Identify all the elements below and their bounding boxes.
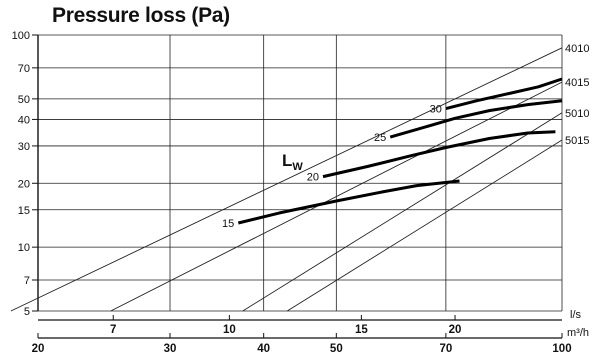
sound-curve-label-15: 15: [222, 218, 234, 230]
sound-curve-label-30: 30: [430, 104, 442, 116]
y-tick-label: 10: [18, 242, 30, 254]
x-tick-label-m3h: 40: [257, 343, 270, 355]
sound-curve-30: [445, 77, 563, 111]
y-axis-ticks: 5 7 10 15 20 30 40 50 70 100: [12, 30, 38, 318]
y-tick-label: 15: [18, 205, 30, 217]
series-label-4015: 4015: [565, 77, 589, 89]
y-tick-label: 70: [18, 63, 30, 75]
sound-curve-25: [389, 99, 563, 139]
series-line-5015: [286, 139, 563, 312]
x-axis-m3h-unit: m³/h: [567, 327, 589, 339]
sound-curve-label-25: 25: [374, 132, 386, 144]
x-tick-label-ls: 10: [223, 324, 236, 336]
y-tick-label: 50: [18, 94, 30, 106]
sound-curve-label-20: 20: [307, 172, 319, 184]
sound-curve-20: [322, 130, 556, 179]
y-tick-label: 5: [24, 306, 30, 318]
x-axis-ls-unit: l/s: [570, 309, 582, 321]
y-tick-label: 40: [18, 114, 30, 126]
flow-rate-lines: [10, 47, 563, 312]
series-line-5010: [242, 112, 563, 312]
chart-title: Pressure loss (Pa): [52, 4, 230, 27]
curve-labels: 4010 4015 5010 5015 15 20 25 30 LW: [222, 43, 589, 230]
y-tick-label: 100: [12, 30, 30, 42]
sound-curve-15: [237, 179, 460, 225]
y-tick-label: 20: [18, 178, 30, 190]
x-tick-label-m3h: 30: [164, 343, 177, 355]
x-tick-label-m3h: 100: [552, 343, 571, 355]
y-tick-label: 7: [24, 275, 30, 287]
x-tick-label-m3h: 50: [330, 343, 343, 355]
sound-power-label: LW: [282, 151, 303, 173]
series-label-5015: 5015: [565, 135, 589, 147]
x-tick-label-ls: 7: [110, 324, 116, 336]
x-tick-label-ls: 15: [355, 324, 368, 336]
x-axis-ticks: 7 10 15 20 l/s 20 30 40 50 70 100 m³/h: [32, 309, 589, 355]
series-line-4015: [110, 81, 563, 312]
x-tick-label-m3h: 70: [439, 343, 452, 355]
series-label-4010: 4010: [565, 43, 589, 55]
x-tick-label-ls: 20: [449, 324, 462, 336]
series-line-4010: [10, 47, 563, 312]
x-tick-label-m3h: 20: [32, 343, 45, 355]
series-label-5010: 5010: [565, 108, 589, 120]
sound-curves: [237, 77, 563, 225]
y-tick-label: 30: [18, 141, 30, 153]
